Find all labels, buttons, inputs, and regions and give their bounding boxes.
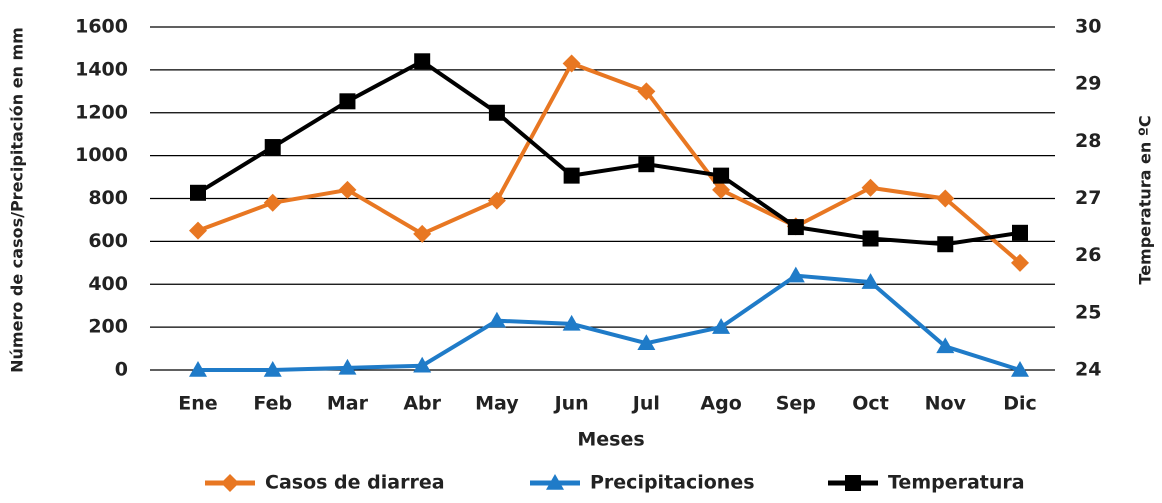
- y-tick-label: 200: [88, 316, 128, 338]
- x-tick-label: Nov: [925, 393, 967, 415]
- data-point: [712, 180, 731, 199]
- y-tick-label: 800: [88, 187, 128, 209]
- y2-axis-title: Temperatura en ºC: [1136, 115, 1155, 284]
- series-line: [197, 60, 1022, 265]
- y-tick-label: 600: [88, 230, 128, 252]
- data-point: [861, 178, 880, 197]
- data-point: [338, 358, 357, 375]
- data-point: [861, 273, 880, 289]
- x-tick-label: Oct: [852, 393, 889, 415]
- data-point: [562, 314, 581, 331]
- data-point: [563, 167, 580, 184]
- data-point: [1012, 224, 1028, 241]
- data-point: [562, 54, 581, 73]
- data-point: [712, 318, 731, 334]
- x-tick-label: Ene: [178, 393, 217, 415]
- x-tick-label: Jul: [631, 393, 660, 415]
- y-tick-label: 1000: [75, 144, 128, 166]
- y-axis-title: Número de casos/Precipitación en mm: [8, 27, 27, 373]
- data-point: [638, 156, 655, 173]
- data-point: [413, 224, 432, 243]
- data-point: [487, 311, 506, 328]
- data-point: [862, 230, 879, 247]
- data-point: [786, 266, 805, 283]
- y-tick-label: 1600: [75, 16, 128, 38]
- data-point: [338, 180, 357, 199]
- x-tick-label: Jun: [553, 393, 589, 415]
- series-line: [196, 58, 1021, 247]
- x-tick-label: Feb: [253, 393, 292, 415]
- y-tick-label: 0: [115, 359, 128, 381]
- data-point: [189, 361, 207, 377]
- legend-marker: [845, 475, 861, 491]
- data-point: [339, 93, 356, 110]
- data-point: [414, 53, 431, 70]
- data-point: [637, 334, 656, 350]
- data-point: [190, 184, 206, 201]
- y2-tick-label: 30: [1075, 16, 1101, 38]
- x-tick-label: Sep: [776, 393, 816, 415]
- legend-marker: [221, 474, 239, 492]
- legend-label: Precipitaciones: [590, 472, 755, 494]
- data-point: [487, 191, 506, 210]
- y-tick-label: 1200: [75, 101, 128, 123]
- y2-tick-label: 29: [1075, 73, 1101, 95]
- legend-marker: [546, 474, 564, 490]
- y2-tick-label: 26: [1075, 244, 1101, 266]
- data-point: [713, 167, 730, 184]
- x-axis-title: Meses: [577, 429, 644, 451]
- data-point: [488, 104, 505, 121]
- legend-label: Temperatura: [888, 472, 1025, 494]
- data-point: [787, 219, 804, 236]
- data-point: [1011, 253, 1029, 272]
- series-line: [198, 273, 1021, 372]
- x-tick-label: Mar: [327, 393, 369, 415]
- data-point: [189, 221, 207, 240]
- data-point: [936, 337, 955, 354]
- data-point: [937, 236, 954, 253]
- y2-tick-label: 24: [1075, 359, 1101, 381]
- y2-tick-label: 25: [1075, 301, 1101, 323]
- data-point: [1011, 361, 1029, 377]
- y-tick-label: 400: [88, 273, 128, 295]
- x-tick-label: Dic: [1003, 393, 1037, 415]
- y-tick-label: 1400: [75, 58, 128, 80]
- x-tick-label: Ago: [700, 393, 741, 415]
- data-point: [413, 356, 432, 373]
- y2-tick-label: 28: [1075, 130, 1101, 152]
- data-point: [936, 189, 955, 208]
- data-point: [637, 82, 656, 101]
- x-tick-label: Abr: [403, 393, 441, 415]
- data-point: [264, 139, 281, 156]
- legend-label: Casos de diarrea: [265, 472, 445, 494]
- x-tick-label: May: [475, 393, 519, 415]
- y2-tick-label: 27: [1075, 187, 1101, 209]
- data-point: [263, 361, 282, 377]
- data-point: [263, 193, 282, 212]
